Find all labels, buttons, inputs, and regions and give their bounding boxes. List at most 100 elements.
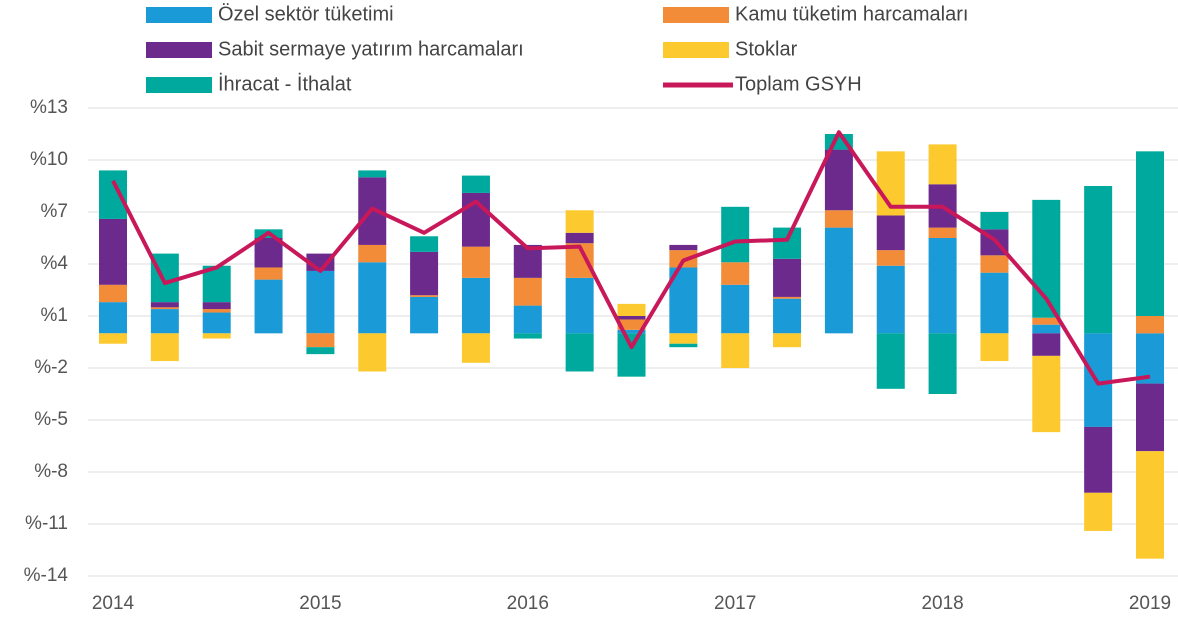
bar-segment bbox=[617, 329, 646, 334]
bar-segment bbox=[1084, 186, 1113, 334]
bar-segment bbox=[410, 251, 439, 296]
bar-segment bbox=[980, 212, 1009, 230]
bar-segment bbox=[150, 309, 179, 334]
y-tick-label: %-14 bbox=[24, 565, 69, 586]
bar-segment bbox=[1136, 333, 1164, 384]
bar-segment bbox=[1032, 317, 1061, 325]
bar-segment bbox=[1032, 355, 1061, 433]
bar-segment bbox=[928, 333, 957, 394]
x-tick-label: 2014 bbox=[92, 593, 135, 614]
bar-segment bbox=[617, 316, 646, 320]
legend-swatch bbox=[663, 42, 729, 58]
bar-segment bbox=[669, 244, 698, 251]
bar-segment bbox=[513, 244, 542, 278]
bar-segment bbox=[617, 319, 646, 330]
bar-segment bbox=[461, 246, 490, 278]
bar-segment bbox=[306, 347, 335, 355]
bar-segment bbox=[306, 270, 335, 334]
x-tick-label: 2016 bbox=[507, 593, 549, 614]
bar-segment bbox=[824, 227, 853, 334]
legend-label: Kamu tüketim harcamaları bbox=[735, 3, 968, 25]
bar-segment bbox=[513, 277, 542, 306]
bar-segment bbox=[876, 215, 905, 251]
bar-segment bbox=[410, 236, 439, 252]
bar-segment bbox=[202, 309, 231, 313]
x-tick-label: 2018 bbox=[921, 593, 963, 614]
bar-segment bbox=[721, 262, 750, 285]
bar-segment bbox=[358, 244, 387, 263]
bar-segment bbox=[565, 232, 594, 244]
bar-segment bbox=[669, 343, 698, 348]
bar-segment bbox=[928, 227, 957, 238]
bar-segment bbox=[99, 333, 127, 344]
x-tick-label: 2019 bbox=[1129, 593, 1171, 614]
bar-segment bbox=[461, 277, 490, 334]
y-tick-label: %1 bbox=[41, 305, 68, 326]
bar-segment bbox=[306, 333, 335, 348]
legend-label: Sabit sermaye yatırım harcamaları bbox=[218, 38, 524, 60]
bar-segment bbox=[721, 284, 750, 334]
bar-segment bbox=[876, 265, 905, 334]
legend-swatch bbox=[146, 42, 212, 58]
bar-segment bbox=[617, 303, 646, 316]
bar-segment bbox=[876, 250, 905, 266]
bar-segment bbox=[513, 305, 542, 334]
bar-segment bbox=[410, 296, 439, 334]
bar-segment bbox=[410, 295, 439, 297]
legend-swatch bbox=[146, 7, 212, 23]
bar-segment bbox=[1136, 383, 1164, 452]
bar-segment bbox=[721, 206, 750, 263]
bar-segment bbox=[254, 267, 283, 280]
bar-segment bbox=[358, 262, 387, 334]
bar-segment bbox=[617, 333, 646, 377]
bar-segment bbox=[980, 255, 1009, 273]
bar-segment bbox=[150, 302, 179, 308]
bar-segment bbox=[773, 227, 802, 259]
bar-segment bbox=[202, 312, 231, 334]
y-tick-label: %13 bbox=[30, 97, 68, 118]
legend: Özel sektör tüketimi Kamu tüketim harcama… bbox=[146, 3, 968, 95]
y-tick-label: %7 bbox=[41, 201, 68, 222]
bar-segment bbox=[358, 333, 387, 372]
legend-label: Toplam GSYH bbox=[735, 73, 862, 95]
bar-segment bbox=[928, 238, 957, 334]
bar-segment bbox=[1136, 316, 1164, 334]
bar-segment bbox=[99, 218, 127, 285]
bar-segment bbox=[254, 279, 283, 334]
bar-segment bbox=[1032, 333, 1061, 356]
y-tick-label: %4 bbox=[41, 253, 69, 274]
bar-segment bbox=[773, 333, 802, 348]
bar-segment bbox=[980, 272, 1009, 334]
bar-segment bbox=[1032, 324, 1061, 334]
bar-segment bbox=[773, 298, 802, 334]
bar-segment bbox=[824, 149, 853, 211]
bar-segment bbox=[565, 333, 594, 372]
bar-segment bbox=[99, 284, 127, 303]
bar-segment bbox=[202, 333, 231, 339]
bar-segment bbox=[824, 210, 853, 228]
bar-segment bbox=[565, 210, 594, 233]
bar-segment bbox=[150, 307, 179, 310]
bar-segment bbox=[669, 333, 698, 344]
line-series bbox=[111, 130, 1151, 386]
bar-segment bbox=[461, 175, 490, 193]
bar-segment bbox=[876, 333, 905, 389]
bar-segment bbox=[773, 258, 802, 297]
legend-label: İhracat - İthalat bbox=[218, 72, 352, 95]
bar-segment bbox=[565, 277, 594, 334]
bar-segment bbox=[99, 170, 127, 219]
x-tick-label: 2015 bbox=[299, 593, 341, 614]
legend-swatch bbox=[146, 77, 212, 93]
y-tick-label: %-11 bbox=[25, 513, 68, 534]
y-tick-label: %-8 bbox=[34, 461, 68, 482]
bar-segment bbox=[928, 144, 957, 185]
bar-segment bbox=[1136, 151, 1164, 316]
bar-segment bbox=[1084, 426, 1113, 493]
bar-segment bbox=[202, 302, 231, 310]
bar-segment bbox=[513, 333, 542, 339]
bar-segment bbox=[254, 238, 283, 268]
bar-segment bbox=[1084, 492, 1113, 531]
x-tick-label: 2017 bbox=[714, 593, 756, 614]
legend-swatch bbox=[663, 7, 729, 23]
y-tick-label: %-5 bbox=[34, 409, 68, 430]
